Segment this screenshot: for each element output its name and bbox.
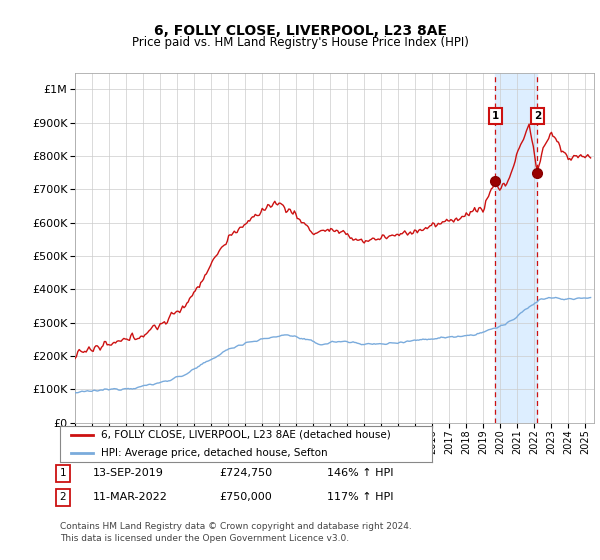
Text: Contains HM Land Registry data © Crown copyright and database right 2024.
This d: Contains HM Land Registry data © Crown c…	[60, 522, 412, 543]
Bar	[496, 73, 538, 423]
Text: 146% ↑ HPI: 146% ↑ HPI	[327, 468, 394, 478]
Text: Price paid vs. HM Land Registry's House Price Index (HPI): Price paid vs. HM Land Registry's House …	[131, 36, 469, 49]
Text: HPI: Average price, detached house, Sefton: HPI: Average price, detached house, Seft…	[101, 448, 328, 458]
Text: £750,000: £750,000	[219, 492, 272, 502]
Text: 2: 2	[534, 111, 541, 121]
Text: 2: 2	[59, 492, 67, 502]
Text: 13-SEP-2019: 13-SEP-2019	[93, 468, 164, 478]
Text: 6, FOLLY CLOSE, LIVERPOOL, L23 8AE: 6, FOLLY CLOSE, LIVERPOOL, L23 8AE	[154, 24, 446, 38]
Text: £724,750: £724,750	[219, 468, 272, 478]
Text: 11-MAR-2022: 11-MAR-2022	[93, 492, 168, 502]
Text: 117% ↑ HPI: 117% ↑ HPI	[327, 492, 394, 502]
Text: 1: 1	[491, 111, 499, 121]
Text: 6, FOLLY CLOSE, LIVERPOOL, L23 8AE (detached house): 6, FOLLY CLOSE, LIVERPOOL, L23 8AE (deta…	[101, 430, 391, 440]
Text: 1: 1	[59, 468, 67, 478]
